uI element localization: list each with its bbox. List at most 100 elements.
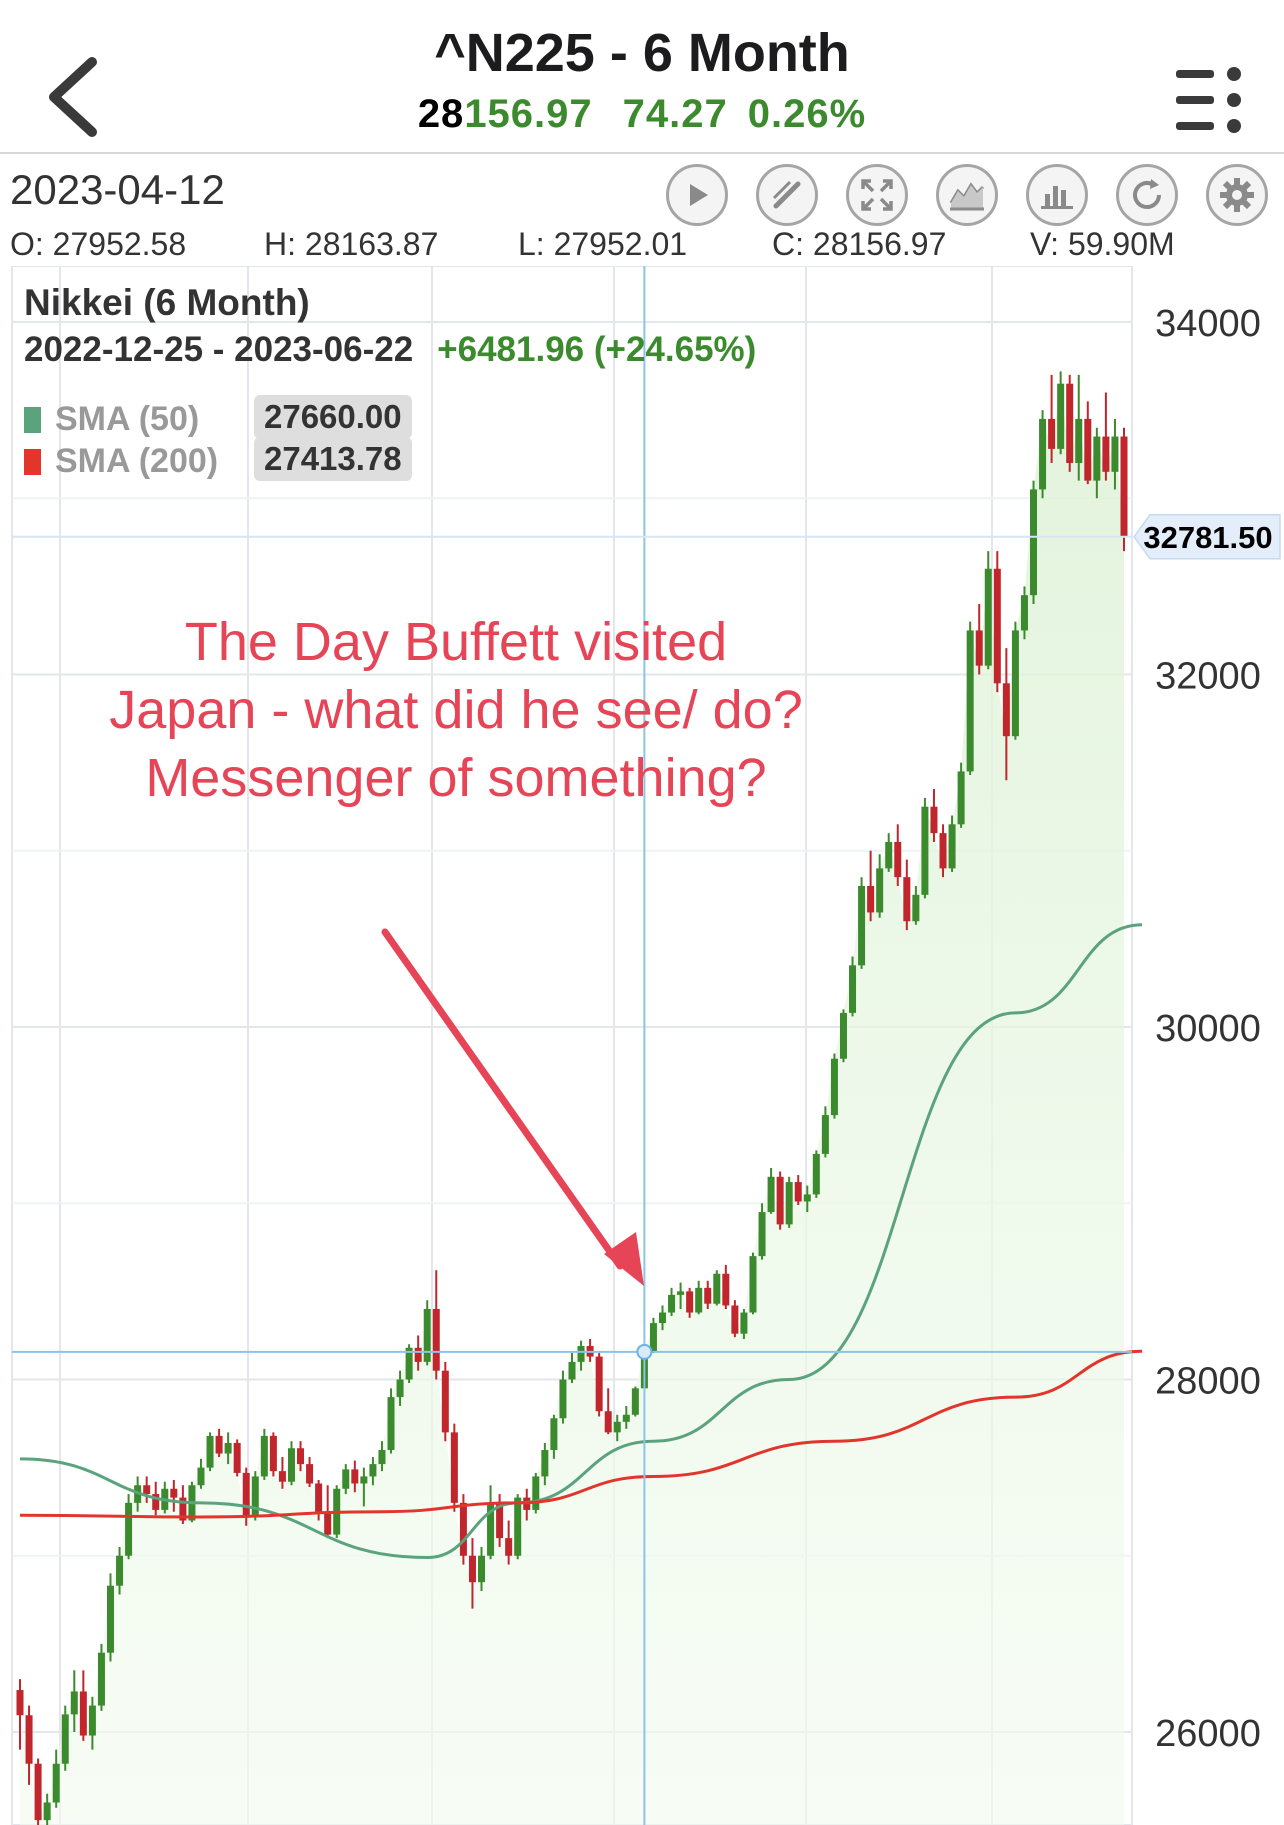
back-chevron-icon[interactable] xyxy=(40,52,120,142)
ohlc-high: H: 28163.87 xyxy=(264,226,439,262)
candlestick-chart[interactable]: 26000 28000 30000 32000 34000 32781.50 xyxy=(0,266,1284,1825)
draw-pencil-icon[interactable] xyxy=(756,164,818,226)
candle xyxy=(984,551,992,670)
menu-list-icon[interactable] xyxy=(1168,62,1248,142)
candle xyxy=(287,1441,295,1486)
candle xyxy=(939,824,947,878)
candle-body xyxy=(649,1323,657,1352)
settings-gear-icon[interactable] xyxy=(1206,164,1268,226)
fullscreen-icon[interactable] xyxy=(846,164,908,226)
candle xyxy=(450,1423,458,1512)
date-range: 2022-12-25 - 2023-06-22 xyxy=(24,330,414,369)
y-tick-label: 26000 xyxy=(1155,1713,1261,1755)
candle-body xyxy=(360,1476,368,1484)
candle-body xyxy=(894,841,902,878)
candle-body xyxy=(269,1435,277,1472)
candle-body xyxy=(1057,383,1065,449)
candle xyxy=(514,1494,522,1560)
candle-body xyxy=(912,894,920,922)
candle xyxy=(686,1287,694,1318)
refresh-icon[interactable] xyxy=(1116,164,1178,226)
candle-body xyxy=(97,1652,105,1706)
candle-body xyxy=(478,1555,486,1583)
candle xyxy=(776,1171,784,1230)
candle xyxy=(1048,374,1056,463)
ohlc-low: L: 27952.01 xyxy=(518,226,688,262)
candle xyxy=(468,1538,476,1609)
candle xyxy=(1066,374,1074,472)
candle-body xyxy=(251,1476,259,1517)
candle-body xyxy=(568,1361,576,1380)
chart-range-line: 2022-12-25 - 2023-06-22 +6481.96 (+24.65%… xyxy=(24,330,756,370)
candle xyxy=(170,1479,178,1512)
candle xyxy=(125,1494,133,1560)
candle xyxy=(568,1353,576,1384)
price-area-fill xyxy=(20,383,1124,1825)
candle-body xyxy=(496,1502,504,1539)
candle-body xyxy=(975,630,983,666)
candle-body xyxy=(939,833,947,869)
candle xyxy=(97,1643,105,1711)
candle-body xyxy=(658,1312,666,1324)
candle-body xyxy=(468,1555,476,1583)
candle xyxy=(224,1432,232,1465)
candle-body xyxy=(324,1511,332,1535)
ohlc-close: C: 28156.97 xyxy=(772,226,947,262)
candle-body xyxy=(25,1715,33,1764)
candle xyxy=(930,789,938,842)
candle xyxy=(378,1441,386,1472)
candle-body xyxy=(387,1397,395,1450)
candle xyxy=(43,1793,51,1825)
candle xyxy=(668,1287,676,1317)
candle xyxy=(25,1705,33,1785)
candle-body xyxy=(1039,418,1047,490)
candle xyxy=(749,1252,757,1315)
candle-body xyxy=(88,1705,96,1736)
candle-body xyxy=(803,1194,811,1202)
candle-body xyxy=(215,1435,223,1454)
candle-body xyxy=(776,1176,784,1225)
candle-body xyxy=(396,1379,404,1398)
candle-body xyxy=(487,1502,495,1556)
candle xyxy=(622,1405,630,1429)
candle xyxy=(1011,621,1019,740)
candle-body xyxy=(143,1485,151,1495)
candle-body xyxy=(260,1435,268,1477)
candle xyxy=(1030,480,1038,604)
legend-sma-200[interactable]: SMA (200) 27413.78 xyxy=(24,437,412,481)
candle-body xyxy=(378,1450,386,1465)
candle xyxy=(595,1353,603,1417)
area-chart-icon[interactable] xyxy=(936,164,998,226)
candle-body xyxy=(794,1182,802,1202)
sma-50-line xyxy=(19,923,1143,1560)
candle xyxy=(116,1546,124,1595)
candle xyxy=(1093,427,1101,499)
candle xyxy=(812,1150,820,1198)
candle xyxy=(360,1467,368,1507)
candle xyxy=(649,1317,657,1354)
legend-sma-50[interactable]: SMA (50) 27660.00 xyxy=(24,395,412,439)
candle xyxy=(505,1520,513,1565)
candle-body xyxy=(16,1690,24,1716)
candle-body xyxy=(686,1291,694,1313)
candle xyxy=(478,1546,486,1591)
candle xyxy=(677,1282,685,1309)
candle-body xyxy=(1093,436,1101,481)
candle-body xyxy=(921,806,929,895)
sma-200-line xyxy=(19,1349,1143,1519)
candle xyxy=(658,1305,666,1331)
bar-chart-icon[interactable] xyxy=(1026,164,1088,226)
candle-body xyxy=(812,1153,820,1195)
candle-body xyxy=(1011,630,1019,737)
candle-body xyxy=(369,1464,377,1477)
candle xyxy=(260,1428,268,1480)
candle xyxy=(269,1432,277,1477)
candle-body xyxy=(966,630,974,772)
candle-body xyxy=(34,1763,42,1821)
chart-name: Nikkei (6 Month) xyxy=(24,282,310,323)
play-icon[interactable] xyxy=(666,164,728,226)
candle-body xyxy=(713,1273,721,1304)
crosshair-point[interactable] xyxy=(636,1343,653,1360)
candle-body xyxy=(704,1287,712,1304)
candle xyxy=(351,1460,359,1493)
